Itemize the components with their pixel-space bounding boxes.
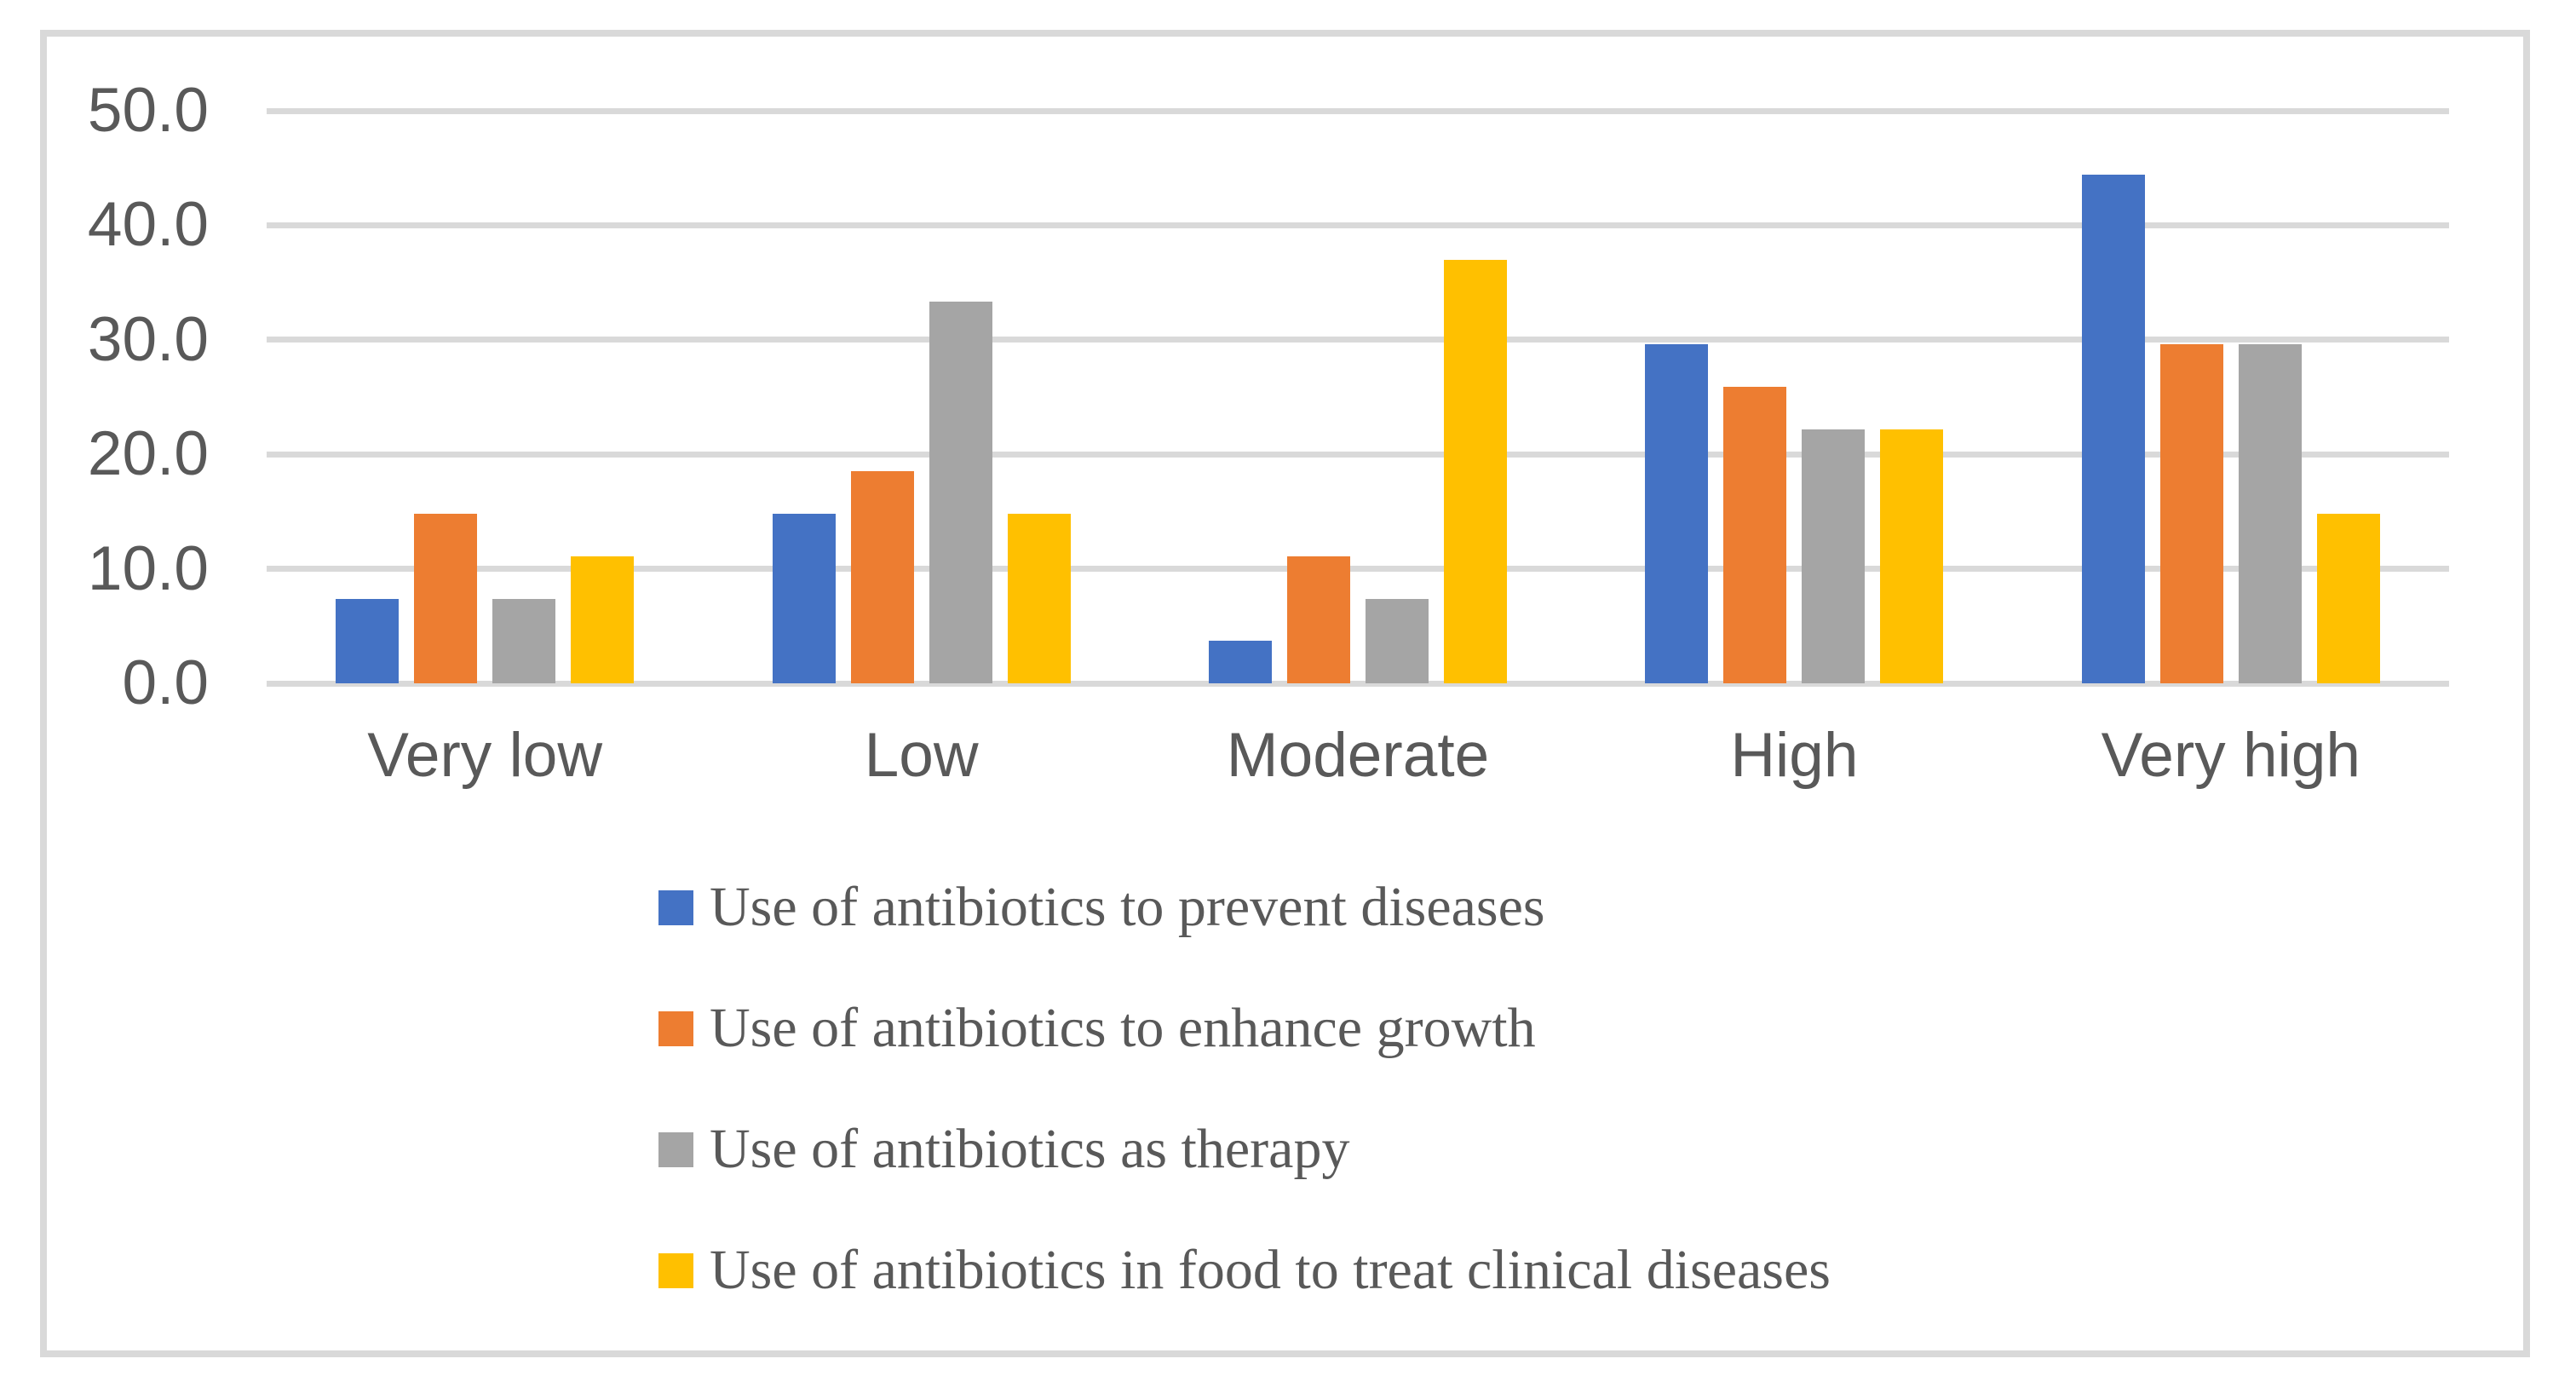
legend-label: Use of antibiotics to enhance growth: [710, 997, 1536, 1059]
bar-group: [336, 111, 635, 683]
plot-area: [267, 107, 2449, 687]
y-axis-tick-label: 20.0: [87, 419, 209, 489]
bar-series-4: [1444, 260, 1507, 683]
bar-series-2: [850, 471, 914, 683]
bar-series-3: [1366, 599, 1429, 683]
y-axis-tick-label: 30.0: [87, 304, 209, 374]
legend: Use of antibiotics to prevent diseases Us…: [658, 847, 1831, 1331]
x-axis-category-label: Very low: [367, 721, 603, 790]
bar-series-2: [1723, 387, 1787, 683]
bar-group: [772, 111, 1071, 683]
bar-series-2: [414, 514, 478, 683]
bar-series-1: [1209, 641, 1272, 683]
legend-row: Use of antibiotics to prevent diseases: [658, 847, 1831, 968]
bar-series-3: [2238, 344, 2302, 683]
bar-series-4: [1880, 429, 1944, 683]
legend-swatch-icon: [658, 1131, 693, 1167]
bar-series-4: [1007, 514, 1071, 683]
legend-swatch-icon: [658, 1010, 693, 1046]
gridline: [267, 107, 2449, 114]
x-axis-category-label: High: [1730, 721, 1859, 790]
legend-row: Use of antibiotics as therapy: [658, 1089, 1831, 1210]
bar-series-3: [492, 599, 556, 683]
bar-series-2: [2159, 344, 2223, 683]
legend-row: Use of antibiotics in food to treat clin…: [658, 1210, 1831, 1331]
gridline: [267, 680, 2449, 687]
legend-swatch-icon: [658, 1252, 693, 1288]
legend-label: Use of antibiotics in food to treat clin…: [710, 1239, 1831, 1301]
bar-series-4: [2316, 514, 2380, 683]
gridline: [267, 222, 2449, 228]
x-axis-category-label: Moderate: [1226, 721, 1490, 790]
bar-series-4: [571, 556, 635, 683]
y-axis-tick-label: 10.0: [87, 533, 209, 603]
gridline: [267, 337, 2449, 343]
bar-series-1: [336, 599, 400, 683]
bar-series-1: [1645, 344, 1709, 683]
bar-group: [1645, 111, 1944, 683]
bar-series-3: [929, 302, 992, 683]
bar-group: [2081, 111, 2380, 683]
bar-series-1: [772, 514, 836, 683]
legend-row: Use of antibiotics to enhance growth: [658, 968, 1831, 1089]
y-axis-tick-label: 40.0: [87, 190, 209, 260]
x-axis-category-label: Low: [864, 721, 979, 790]
y-axis-tick-label: 0.0: [122, 648, 209, 717]
bar-group: [1209, 111, 1507, 683]
gridline: [267, 451, 2449, 458]
y-axis-tick-label: 50.0: [87, 76, 209, 145]
x-axis-category-label: Very high: [2101, 721, 2360, 790]
gridline: [267, 566, 2449, 573]
legend-swatch-icon: [658, 889, 693, 925]
bar-series-1: [2081, 175, 2145, 683]
legend-label: Use of antibiotics as therapy: [710, 1118, 1350, 1180]
bar-series-3: [1802, 429, 1866, 683]
bar-series-2: [1287, 556, 1350, 683]
legend-label: Use of antibiotics to prevent diseases: [710, 876, 1545, 938]
